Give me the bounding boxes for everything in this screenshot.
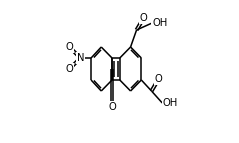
Text: O: O [66, 42, 73, 52]
Text: O: O [66, 64, 73, 74]
Text: N: N [76, 53, 84, 63]
Text: OH: OH [152, 18, 167, 28]
Text: O: O [140, 13, 148, 23]
Text: OH: OH [162, 98, 178, 108]
Text: O: O [108, 102, 116, 112]
Text: O: O [155, 74, 163, 84]
